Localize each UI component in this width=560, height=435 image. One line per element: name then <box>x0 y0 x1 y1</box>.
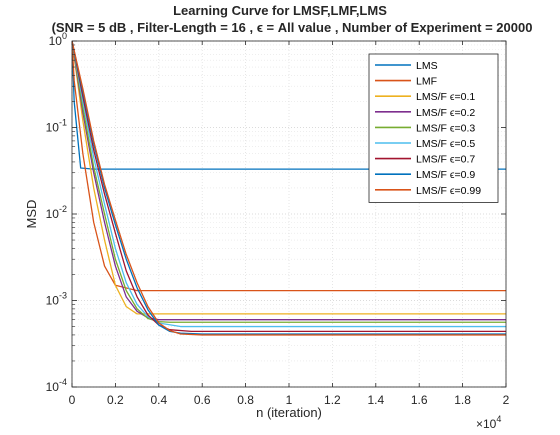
legend-entry-3: LMS/F ϵ=0.2 <box>416 107 475 119</box>
series-line-6 <box>72 41 506 332</box>
x-tick-label: 1.6 <box>411 393 428 407</box>
y-tick-label: 100 <box>49 31 67 48</box>
x-tick-label: 0.4 <box>150 393 167 407</box>
y-tick-base: 10 <box>46 380 60 394</box>
y-tick-label: 10-3 <box>46 291 67 308</box>
x-tick-label: 0.6 <box>194 393 211 407</box>
legend: LMS LMF LMS/F ϵ=0.1 LMS/F ϵ=0.2 LMS/F ϵ=0.3 L… <box>368 53 499 203</box>
x-tick-label: 2 <box>503 393 510 407</box>
x-tick-label: 0.8 <box>237 393 254 407</box>
x-tick-label: 1.8 <box>454 393 471 407</box>
x-tick-label: 1.4 <box>367 393 384 407</box>
x-axis-label: n (iteration) <box>256 405 322 420</box>
y-tick-exponent: 0 <box>62 31 67 41</box>
legend-entry-8: LMS/F ϵ=0.99 <box>416 185 481 197</box>
legend-entry-4: LMS/F ϵ=0.3 <box>416 122 475 134</box>
y-tick-base: 10 <box>46 121 60 135</box>
y-tick-exponent: -4 <box>59 377 67 387</box>
legend-entry-2: LMS/F ϵ=0.1 <box>416 91 475 103</box>
y-axis-label: MSD <box>24 200 39 229</box>
series-line-1 <box>72 41 506 292</box>
y-tick-base: 10 <box>49 34 63 48</box>
y-tick-base: 10 <box>46 294 60 308</box>
series-line-3 <box>72 41 506 321</box>
series-line-7 <box>72 41 506 335</box>
x-tick-label: 0 <box>69 393 76 407</box>
x-tick-label: 0.2 <box>107 393 124 407</box>
chart-title: Learning Curve for LMSF,LMF,LMS <box>173 3 387 18</box>
x-axis-multiplier: ×104 <box>476 414 501 431</box>
x-multiplier-exponent: 4 <box>496 414 501 424</box>
x-multiplier-base: ×10 <box>476 417 497 431</box>
legend-entry-6: LMS/F ϵ=0.7 <box>416 154 475 166</box>
y-tick-base: 10 <box>46 207 60 221</box>
y-tick-label: 10-2 <box>46 204 67 221</box>
legend-entry-1: LMF <box>416 76 437 88</box>
y-tick-label: 10-4 <box>46 377 67 394</box>
y-tick-exponent: -2 <box>59 204 67 214</box>
x-tick-label: 1.2 <box>324 393 341 407</box>
chart-subtitle: (SNR = 5 dB , Filter-Length = 16 , ϵ = A… <box>51 20 533 35</box>
series-line-8 <box>72 41 506 336</box>
series-line-4 <box>72 41 506 323</box>
y-tick-exponent: -3 <box>59 291 67 301</box>
legend-entry-5: LMS/F ϵ=0.5 <box>416 138 475 150</box>
y-tick-label: 10-1 <box>46 118 67 135</box>
tick-marks <box>71 40 507 388</box>
legend-entry-0: LMS <box>416 60 438 72</box>
x-tick-label: 1 <box>286 393 293 407</box>
legend-entry-7: LMS/F ϵ=0.9 <box>416 169 475 181</box>
x-tick-labels: 0 0.2 0.4 0.6 0.8 1 1.2 1.4 1.6 1.8 2 <box>69 393 510 407</box>
y-tick-exponent: -1 <box>59 118 67 128</box>
series-line-5 <box>72 41 506 328</box>
